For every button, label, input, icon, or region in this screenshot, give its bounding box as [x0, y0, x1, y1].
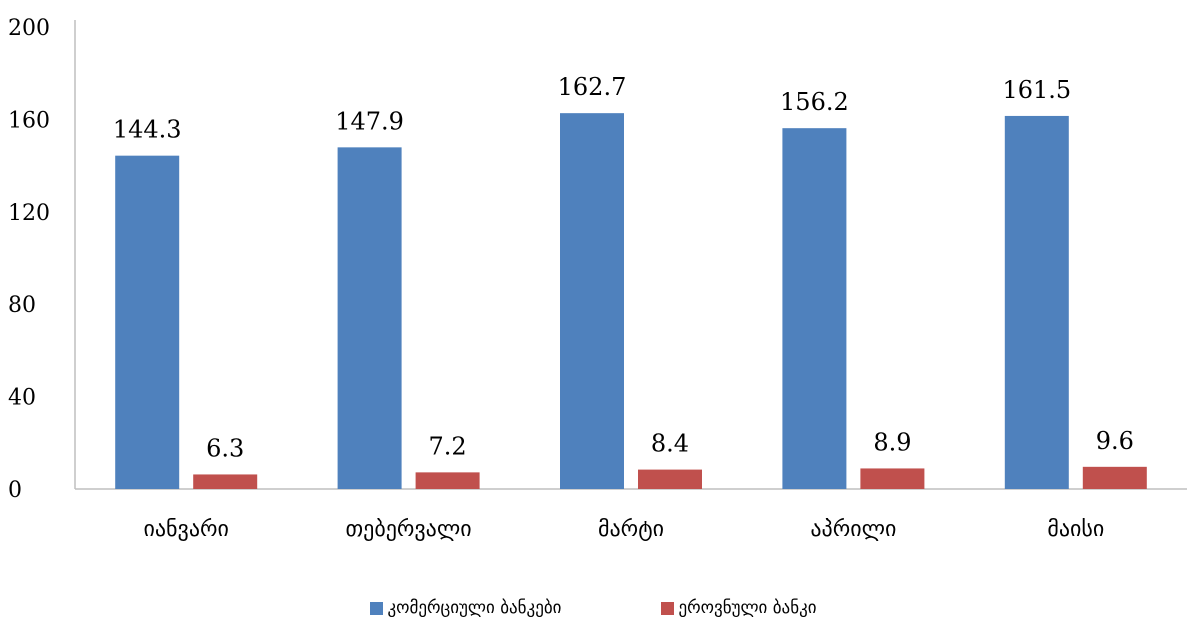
legend-label-series-1: კომერციული ბანკები [387, 598, 562, 618]
bar-series-2 [415, 472, 480, 489]
y-tick-label: 0 [8, 478, 22, 503]
legend-swatch-series-2 [661, 601, 675, 615]
bar-series-2 [638, 469, 702, 489]
data-label-series-1: 161.5 [1002, 76, 1071, 104]
legend-swatch-series-1 [370, 601, 384, 615]
category-label: თებერვალი [346, 517, 472, 542]
legend-label-series-2: ეროვნული ბანკი [678, 598, 817, 618]
bar-series-1 [782, 128, 847, 490]
data-label-series-2: 7.2 [429, 432, 467, 460]
data-label-series-1: 162.7 [558, 73, 627, 101]
legend-item-series-1: კომერციული ბანკები [370, 598, 561, 618]
bar-series-1 [1004, 115, 1069, 489]
category-label: იანვარი [143, 517, 228, 542]
y-tick-label: 200 [8, 16, 50, 41]
data-label-series-1: 156.2 [780, 88, 849, 116]
y-tick-label: 120 [8, 201, 50, 226]
data-label-series-2: 8.4 [651, 430, 689, 458]
data-label-series-2: 6.3 [206, 434, 244, 462]
data-label-series-1: 147.9 [335, 107, 404, 135]
bar-series-1 [115, 155, 180, 490]
bar-series-1 [560, 113, 624, 490]
category-labels: იანვარი თებერვალი მარტი აპრილი მაისი [143, 517, 1104, 542]
y-tick-label: 40 [8, 386, 36, 411]
bar-series-2 [1082, 466, 1147, 489]
legend-item-series-2: ეროვნული ბანკი [661, 598, 817, 618]
data-label-series-1: 144.3 [113, 116, 182, 144]
legend: კომერციული ბანკები ეროვნული ბანკი [0, 598, 1187, 618]
bars [115, 113, 1147, 490]
category-label: მაისი [1047, 517, 1104, 542]
bar-series-2 [860, 468, 925, 489]
category-label: მარტი [598, 517, 664, 542]
data-label-series-2: 9.6 [1096, 427, 1134, 455]
y-tick-label: 80 [8, 293, 36, 318]
data-labels: 144.3 6.3 147.9 7.2 162.7 8.4 156.2 8.9 161.5 9.6 [113, 73, 1134, 462]
category-label: აპრილი [810, 517, 896, 542]
bar-series-1 [337, 147, 402, 489]
y-axis-ticks: 0 40 80 120 160 200 [8, 16, 50, 503]
bar-series-2 [193, 474, 258, 489]
y-tick-label: 160 [8, 108, 50, 133]
data-label-series-2: 8.9 [873, 428, 911, 456]
